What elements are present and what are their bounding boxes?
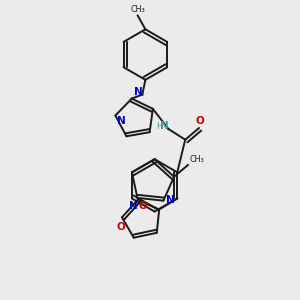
- Text: O: O: [196, 116, 204, 125]
- Text: N: N: [166, 195, 175, 205]
- Text: CH₃: CH₃: [190, 155, 204, 164]
- Text: O: O: [139, 201, 148, 211]
- Text: O: O: [116, 222, 125, 232]
- Text: H: H: [157, 122, 163, 131]
- Text: N: N: [134, 87, 142, 97]
- Text: CH₃: CH₃: [130, 5, 145, 14]
- Text: N: N: [160, 122, 168, 131]
- Text: N: N: [129, 201, 138, 211]
- Text: N: N: [117, 116, 126, 126]
